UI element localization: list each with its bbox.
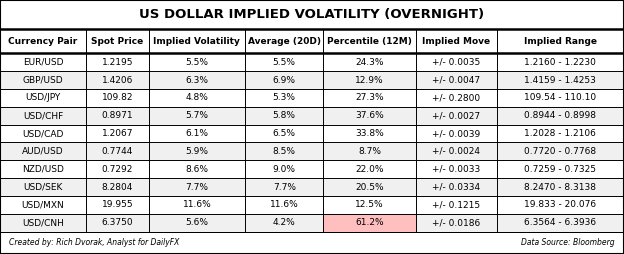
Text: 6.3564 - 6.3936: 6.3564 - 6.3936 bbox=[524, 218, 597, 227]
Bar bbox=[0, 71, 624, 89]
Text: 33.8%: 33.8% bbox=[355, 129, 384, 138]
Text: 4.8%: 4.8% bbox=[185, 93, 208, 102]
Text: NZD/USD: NZD/USD bbox=[22, 165, 64, 174]
Text: +/- 0.0033: +/- 0.0033 bbox=[432, 165, 480, 174]
Bar bbox=[0, 196, 624, 214]
Bar bbox=[323, 214, 416, 232]
Text: 8.7%: 8.7% bbox=[358, 147, 381, 156]
Text: 5.5%: 5.5% bbox=[185, 58, 208, 67]
Text: 7.7%: 7.7% bbox=[273, 183, 296, 192]
Text: 11.6%: 11.6% bbox=[182, 200, 212, 209]
Text: 24.3%: 24.3% bbox=[355, 58, 384, 67]
Text: 61.2%: 61.2% bbox=[355, 218, 384, 227]
Text: 12.5%: 12.5% bbox=[355, 200, 384, 209]
Text: USD/CNH: USD/CNH bbox=[22, 218, 64, 227]
Bar bbox=[0, 160, 624, 178]
Text: 6.3750: 6.3750 bbox=[102, 218, 133, 227]
Text: +/- 0.0334: +/- 0.0334 bbox=[432, 183, 480, 192]
Text: 5.9%: 5.9% bbox=[185, 147, 208, 156]
Text: Spot Price: Spot Price bbox=[91, 37, 144, 46]
Text: 109.54 - 110.10: 109.54 - 110.10 bbox=[524, 93, 597, 102]
Text: US DOLLAR IMPLIED VOLATILITY (OVERNIGHT): US DOLLAR IMPLIED VOLATILITY (OVERNIGHT) bbox=[139, 8, 485, 21]
Bar bbox=[0, 178, 624, 196]
Text: Implied Move: Implied Move bbox=[422, 37, 490, 46]
Bar bbox=[0, 214, 624, 232]
Text: 37.6%: 37.6% bbox=[355, 111, 384, 120]
Text: USD/MXN: USD/MXN bbox=[22, 200, 64, 209]
Text: 1.2160 - 1.2230: 1.2160 - 1.2230 bbox=[524, 58, 597, 67]
Text: 9.0%: 9.0% bbox=[273, 165, 296, 174]
Text: Percentile (12M): Percentile (12M) bbox=[327, 37, 412, 46]
Text: USD/CHF: USD/CHF bbox=[23, 111, 63, 120]
Bar bbox=[0, 29, 624, 53]
Text: GBP/USD: GBP/USD bbox=[22, 76, 64, 85]
Text: 12.9%: 12.9% bbox=[355, 76, 384, 85]
Text: 0.8944 - 0.8998: 0.8944 - 0.8998 bbox=[524, 111, 597, 120]
Text: 8.2804: 8.2804 bbox=[102, 183, 133, 192]
Text: 19.833 - 20.076: 19.833 - 20.076 bbox=[524, 200, 597, 209]
Text: 6.3%: 6.3% bbox=[185, 76, 208, 85]
Bar bbox=[0, 0, 624, 29]
Bar bbox=[0, 125, 624, 142]
Bar bbox=[0, 107, 624, 125]
Text: +/- 0.0039: +/- 0.0039 bbox=[432, 129, 480, 138]
Text: 109.82: 109.82 bbox=[102, 93, 133, 102]
Text: 5.8%: 5.8% bbox=[273, 111, 296, 120]
Text: +/- 0.0024: +/- 0.0024 bbox=[432, 147, 480, 156]
Text: 6.9%: 6.9% bbox=[273, 76, 296, 85]
Bar bbox=[0, 232, 624, 254]
Text: 1.2028 - 1.2106: 1.2028 - 1.2106 bbox=[524, 129, 597, 138]
Text: 4.2%: 4.2% bbox=[273, 218, 296, 227]
Text: 0.7744: 0.7744 bbox=[102, 147, 133, 156]
Text: 1.4159 - 1.4253: 1.4159 - 1.4253 bbox=[524, 76, 597, 85]
Text: 19.955: 19.955 bbox=[102, 200, 133, 209]
Text: USD/JPY: USD/JPY bbox=[26, 93, 61, 102]
Text: 27.3%: 27.3% bbox=[355, 93, 384, 102]
Text: 6.5%: 6.5% bbox=[273, 129, 296, 138]
Text: EUR/USD: EUR/USD bbox=[23, 58, 63, 67]
Text: 8.5%: 8.5% bbox=[273, 147, 296, 156]
Text: Average (20D): Average (20D) bbox=[248, 37, 321, 46]
Text: +/- 0.0035: +/- 0.0035 bbox=[432, 58, 480, 67]
Bar bbox=[0, 89, 624, 107]
Text: 5.5%: 5.5% bbox=[273, 58, 296, 67]
Text: 0.7720 - 0.7768: 0.7720 - 0.7768 bbox=[524, 147, 597, 156]
Text: +/- 0.2800: +/- 0.2800 bbox=[432, 93, 480, 102]
Text: 8.2470 - 8.3138: 8.2470 - 8.3138 bbox=[524, 183, 597, 192]
Text: Implied Volatility: Implied Volatility bbox=[154, 37, 240, 46]
Text: Created by: Rich Dvorak, Analyst for DailyFX: Created by: Rich Dvorak, Analyst for Dai… bbox=[9, 238, 180, 247]
Text: 5.3%: 5.3% bbox=[273, 93, 296, 102]
Text: 1.2195: 1.2195 bbox=[102, 58, 133, 67]
Text: USD/SEK: USD/SEK bbox=[23, 183, 63, 192]
Text: 5.6%: 5.6% bbox=[185, 218, 208, 227]
Text: Data Source: Bloomberg: Data Source: Bloomberg bbox=[521, 238, 615, 247]
Text: +/- 0.0027: +/- 0.0027 bbox=[432, 111, 480, 120]
Text: USD/CAD: USD/CAD bbox=[22, 129, 64, 138]
Text: +/- 0.0047: +/- 0.0047 bbox=[432, 76, 480, 85]
Text: 20.5%: 20.5% bbox=[355, 183, 384, 192]
Text: 11.6%: 11.6% bbox=[270, 200, 299, 209]
Text: 6.1%: 6.1% bbox=[185, 129, 208, 138]
Text: 1.2067: 1.2067 bbox=[102, 129, 133, 138]
Text: +/- 0.0186: +/- 0.0186 bbox=[432, 218, 480, 227]
Text: Currency Pair: Currency Pair bbox=[9, 37, 77, 46]
Text: 5.7%: 5.7% bbox=[185, 111, 208, 120]
Bar bbox=[0, 53, 624, 71]
Text: 0.8971: 0.8971 bbox=[102, 111, 133, 120]
Text: 0.7292: 0.7292 bbox=[102, 165, 133, 174]
Text: AUD/USD: AUD/USD bbox=[22, 147, 64, 156]
Text: 22.0%: 22.0% bbox=[355, 165, 384, 174]
Text: 8.6%: 8.6% bbox=[185, 165, 208, 174]
Text: +/- 0.1215: +/- 0.1215 bbox=[432, 200, 480, 209]
Text: 0.7259 - 0.7325: 0.7259 - 0.7325 bbox=[524, 165, 597, 174]
Text: 7.7%: 7.7% bbox=[185, 183, 208, 192]
Text: 1.4206: 1.4206 bbox=[102, 76, 133, 85]
Bar bbox=[0, 142, 624, 160]
Text: Implied Range: Implied Range bbox=[524, 37, 597, 46]
